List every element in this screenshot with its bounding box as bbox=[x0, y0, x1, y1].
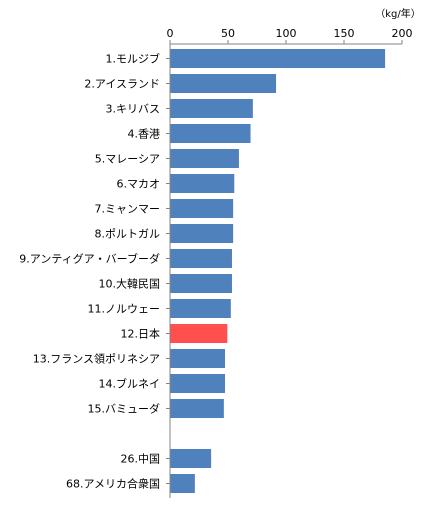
x-tick-label: 50 bbox=[221, 27, 235, 40]
category-label: 6.マカオ bbox=[117, 178, 161, 191]
category-label: 9.アンティグア・バーブーダ bbox=[19, 252, 160, 266]
bar bbox=[170, 199, 234, 218]
bar bbox=[170, 49, 386, 68]
bar bbox=[170, 124, 251, 143]
bar bbox=[170, 224, 234, 243]
x-tick-label: 100 bbox=[276, 27, 297, 40]
category-label: 13.フランス領ポリネシア bbox=[33, 352, 160, 366]
category-label: 5.マレーシア bbox=[95, 153, 160, 166]
bar bbox=[170, 474, 195, 493]
bar bbox=[170, 149, 239, 168]
bar bbox=[170, 74, 277, 93]
category-label: 26.中国 bbox=[121, 453, 161, 466]
category-label: 68.アメリカ合衆国 bbox=[66, 477, 160, 491]
bar bbox=[170, 99, 253, 118]
category-label: 2.アイスランド bbox=[84, 78, 160, 91]
category-label: 12.日本 bbox=[121, 327, 161, 341]
bar bbox=[170, 274, 232, 293]
bar bbox=[170, 374, 226, 393]
category-label: 15.バミューダ bbox=[88, 402, 161, 416]
category-label: 8.ポルトガル bbox=[95, 228, 161, 241]
bar bbox=[170, 174, 235, 193]
category-label: 1.モルジブ bbox=[106, 52, 161, 66]
bar bbox=[170, 249, 232, 268]
x-tick-label: 0 bbox=[167, 27, 174, 40]
category-label: 3.キリバス bbox=[106, 103, 161, 116]
unit-label: （kg/年） bbox=[375, 7, 421, 20]
category-label: 4.香港 bbox=[128, 128, 161, 141]
bar bbox=[170, 324, 228, 343]
x-tick-label: 200 bbox=[392, 27, 413, 40]
category-label: 7.ミャンマー bbox=[95, 203, 161, 216]
bar bbox=[170, 399, 224, 418]
bar bbox=[170, 449, 212, 468]
category-label: 10.大韓民国 bbox=[99, 277, 161, 291]
bar bbox=[170, 349, 226, 368]
x-tick-label: 150 bbox=[334, 27, 355, 40]
bar bbox=[170, 299, 231, 318]
category-label: 14.ブルネイ bbox=[99, 377, 161, 391]
category-label: 11.ノルウェー bbox=[88, 303, 161, 316]
